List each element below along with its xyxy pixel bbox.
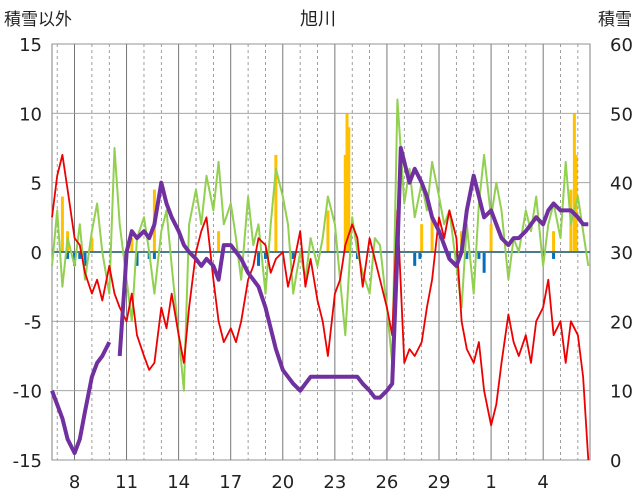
- snowfall-bar: [420, 224, 424, 252]
- rain-bar: [418, 252, 422, 259]
- snowfall-bar: [130, 238, 134, 252]
- snowfall-bar: [572, 113, 576, 252]
- x-tick-label: 8: [69, 472, 80, 493]
- right-tick-label: 10: [610, 382, 633, 403]
- rain-bar: [152, 252, 156, 259]
- right-tick-label: 0: [610, 451, 621, 472]
- x-tick-label: 1: [485, 472, 496, 493]
- x-tick-label: 20: [271, 472, 294, 493]
- rain-bar: [477, 252, 481, 259]
- x-tick-label: 29: [428, 472, 451, 493]
- right-tick-label: 40: [610, 174, 633, 195]
- left-tick-label: 5: [31, 174, 42, 195]
- chart-title: 旭川: [300, 9, 336, 30]
- snowfall-bar: [343, 154, 347, 252]
- rain-bar: [482, 252, 486, 273]
- snowfall-bar: [430, 217, 434, 252]
- snowfall-bar: [217, 231, 221, 252]
- right-tick-label: 30: [610, 243, 633, 264]
- rain-bar: [465, 252, 469, 259]
- left-tick-label: 15: [19, 35, 42, 56]
- snowfall-bar: [489, 224, 493, 252]
- right-tick-label: 60: [610, 35, 633, 56]
- x-tick-label: 14: [167, 472, 190, 493]
- rain-bar: [78, 252, 82, 259]
- left-tick-label: -5: [24, 312, 42, 333]
- snowfall-bar: [345, 113, 349, 252]
- left-tick-label: -10: [13, 382, 42, 403]
- rain-bar: [291, 252, 295, 259]
- temperature-line: [51, 154, 590, 461]
- rain-bar: [83, 252, 87, 266]
- snowfall-bar: [60, 196, 64, 252]
- wind-line: [51, 98, 590, 392]
- left-tick-label: -15: [13, 451, 42, 472]
- snow-depth-line: [50, 146, 589, 456]
- snowfall-bar: [347, 127, 351, 252]
- left-tick-label: 0: [31, 243, 42, 264]
- x-tick-label: 23: [323, 472, 346, 493]
- snowfall-bar: [326, 210, 330, 252]
- rain-bar: [413, 252, 417, 266]
- rain-bar: [552, 252, 556, 259]
- right-tick-label: 50: [610, 104, 633, 125]
- rain-bar: [66, 252, 70, 259]
- x-tick-label: 11: [115, 472, 138, 493]
- x-tick-label: 26: [375, 472, 398, 493]
- x-tick-label: 17: [219, 472, 242, 493]
- snowfall-bar: [274, 154, 278, 252]
- right-tick-label: 20: [610, 312, 633, 333]
- rain-bar: [263, 252, 267, 259]
- left-tick-label: 10: [19, 104, 42, 125]
- x-tick-label: 4: [537, 472, 548, 493]
- right-axis-label: 積雪: [598, 10, 632, 30]
- left-axis-label: 積雪以外: [4, 10, 72, 30]
- snowfall-bar: [90, 238, 94, 252]
- rain-bar: [135, 252, 139, 266]
- rain-bar: [257, 252, 261, 266]
- snowfall-bar: [552, 231, 556, 252]
